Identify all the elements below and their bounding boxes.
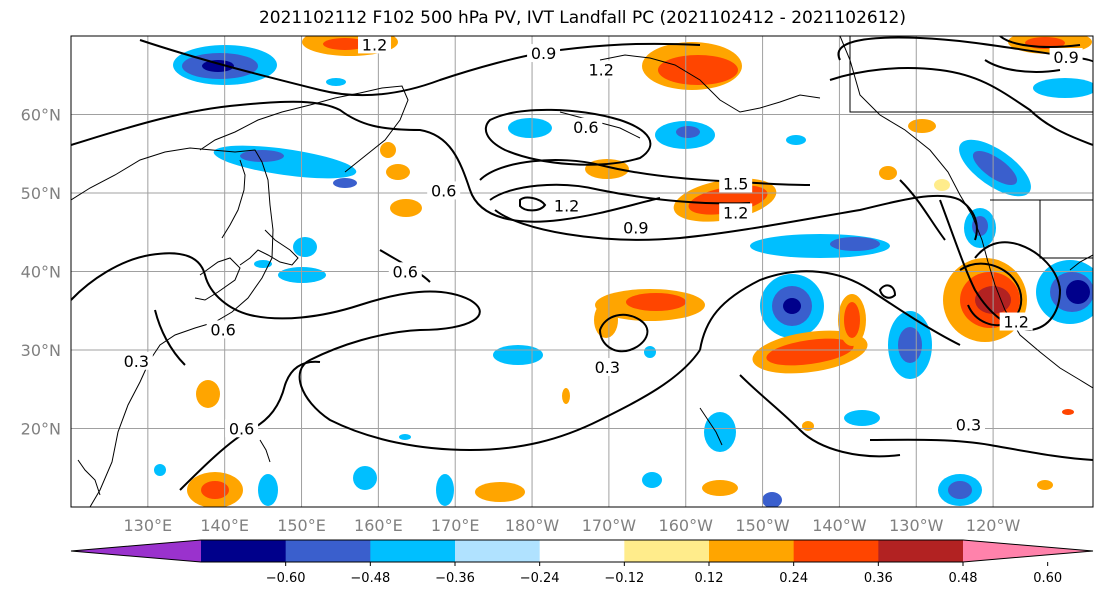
contour-label-bg [590,358,624,377]
lon-tick-label: 120°W [966,516,1021,535]
colorbar-segment [285,540,371,562]
contour-label: 0.6 [573,118,598,137]
contour-label-bg [719,174,753,193]
contour-label: 1.5 [723,174,748,193]
contour-label: 1.2 [723,203,748,222]
contour-label: 0.6 [229,419,254,438]
colorbar-tick-label: 0.12 [695,571,724,586]
longitude-labels: 130°E 140°E 150°E 160°E 170°E 180°W 170°W 160°W… [124,516,1021,535]
lat-tick-label: 30°N [21,341,61,360]
contour-label-bg [388,262,422,281]
contour-label-bg [225,419,259,438]
lat-tick-label: 60°N [21,106,61,125]
contour-label-bg [584,60,618,79]
contour-label: 1.2 [554,196,579,215]
colorbar-segment [370,540,456,562]
contour-label: 0.9 [1053,48,1078,67]
contour-label: 0.9 [531,44,556,63]
contour-label-bg [952,415,986,434]
colorbar-tick-label: −0.48 [350,571,390,586]
colorbar-tick-label: 0.60 [1033,571,1062,586]
lat-tick-label: 50°N [21,184,61,203]
colorbar-segment [709,540,795,562]
colorbar-tick-label: 0.48 [949,571,978,586]
lon-tick-label: 160°E [354,516,403,535]
colorbar: −0.60 −0.48 −0.36 −0.24 −0.12 0.12 0.24 0.36 0.4… [70,539,1094,586]
contour-label: 0.3 [595,358,620,377]
lat-tick-label: 40°N [21,263,61,282]
colorbar-segment [201,540,287,562]
colorbar-extend-high [963,540,1093,562]
colorbar-segment [624,540,710,562]
lon-tick-label: 180°W [505,516,560,535]
lon-tick-label: 170°W [582,516,637,535]
pv-contours [71,36,1093,491]
contour-labels: 1.2 0.9 1.2 0.6 0.6 1.2 1.5 1.2 0.9 0.6 0.6 0.3 0.3 0… [119,35,1083,438]
contour-label-bg [1049,47,1083,66]
lon-tick-label: 150°W [735,516,790,535]
map-frame [70,35,1094,508]
contour-label: 0.9 [623,218,648,237]
contour-label: 0.3 [124,352,149,371]
colorbar-segment [539,540,625,562]
lon-tick-label: 130°E [124,516,173,535]
contour-label-bg [719,203,753,222]
colorbar-tick-label: −0.36 [435,571,475,586]
colorbar-segment [455,540,541,562]
map-gridlines [71,36,1093,507]
map-panel: 1.2 0.9 1.2 0.6 0.6 1.2 1.5 1.2 0.9 0.6 0.6 0.3 0.3 0… [70,35,1094,508]
contour-label: 0.6 [393,262,418,281]
colorbar-tick-label: −0.12 [604,571,644,586]
lon-tick-label: 170°E [431,516,480,535]
lon-tick-label: 140°W [812,516,867,535]
contour-label-bg [119,351,153,370]
contour-label: 1.2 [362,35,387,54]
colorbar-segment [793,540,879,562]
colorbar-tick-label: 0.36 [864,571,893,586]
coastlines [71,36,1093,507]
contour-label-bg [550,196,584,215]
colorbar-tick-label: 0.24 [779,571,808,586]
contour-label: 0.6 [431,181,456,200]
contour-label-bg [358,36,392,54]
colorbar-segment [878,540,964,562]
contour-label-bg [999,312,1033,331]
contour-label: 1.2 [1003,313,1028,332]
contour-label-bg [619,218,653,237]
lon-tick-label: 130°W [889,516,944,535]
lon-tick-label: 160°W [659,516,714,535]
contour-label-bg [427,181,461,200]
contour-label-bg [569,117,603,136]
latitude-labels: 20°N 30°N 40°N 50°N 60°N [21,106,61,439]
contour-label-bg [527,44,561,63]
lon-tick-label: 140°E [200,516,249,535]
figure-title: 2021102112 F102 500 hPa PV, IVT Landfall… [258,8,906,28]
colorbar-tick-label: −0.60 [266,571,306,586]
colorbar-outline [70,539,1094,563]
colorbar-extend-low [71,540,201,562]
contour-label-bg [206,320,240,339]
lon-tick-label: 150°E [277,516,326,535]
lat-tick-label: 20°N [21,420,61,439]
contour-label: 0.6 [210,320,235,339]
colorbar-tick-label: −0.24 [520,571,560,586]
contour-label: 1.2 [588,61,613,80]
contour-label: 0.3 [956,415,981,434]
